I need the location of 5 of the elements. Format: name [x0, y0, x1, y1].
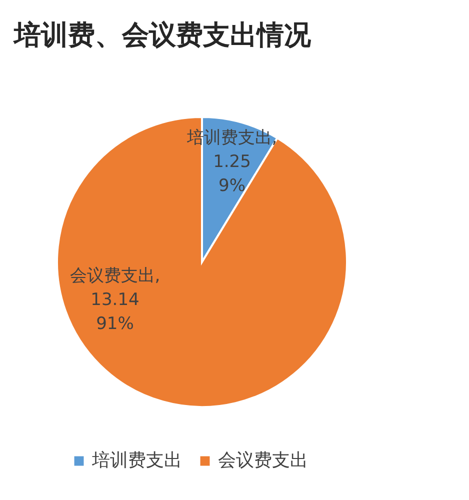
legend-label: 会议费支出: [218, 450, 308, 471]
data-label: 会议费支出, 13.14 91%: [70, 266, 160, 334]
pie-slice: [56, 116, 348, 408]
chart-title: 培训费、会议费支出情况: [12, 20, 312, 51]
legend-label: 培训费支出: [91, 450, 182, 471]
